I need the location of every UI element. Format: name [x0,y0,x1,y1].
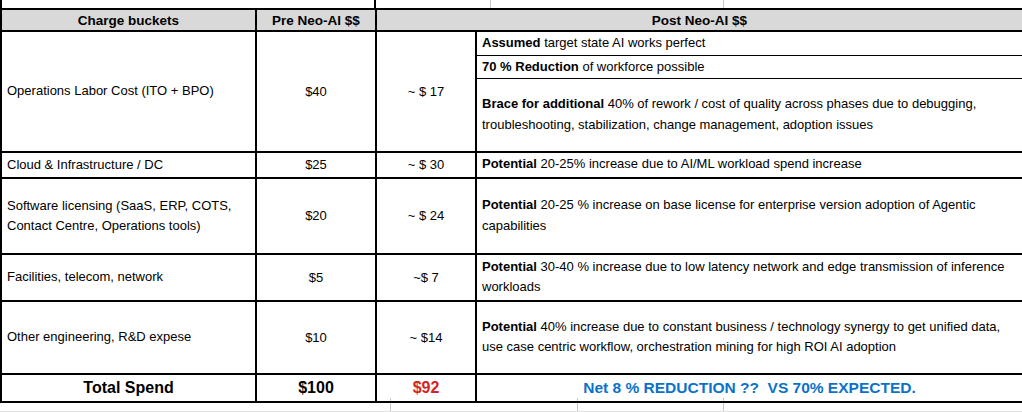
note-lead: Potential [482,197,537,212]
note-rest: target state AI works perfect [541,35,706,50]
cell-bucket-cloud-infra[interactable]: Cloud & Infrastructure / DC [1,152,256,178]
header-row: Charge buckets Pre Neo-AI $$ Post Neo-AI… [1,9,1022,31]
cell-note-software-licensing[interactable]: Potential 20-25 % increase on base licen… [476,178,1022,254]
note-rest: of workforce possible [579,59,705,74]
cell-post-software-licensing[interactable]: ~ $ 24 [376,178,476,254]
cell-post-facilities[interactable]: ~$ 7 [376,254,476,301]
gridline-fragment [0,0,2,8]
cell-note-cloud-infra[interactable]: Potential 20-25% increase due to AI/ML w… [476,152,1022,178]
table-row: Facilities, telecom, network $5 ~$ 7 Pot… [1,254,1022,301]
cost-comparison-table: Charge buckets Pre Neo-AI $$ Post Neo-AI… [0,8,1022,403]
note-rest: 30-40 % increase due to low latency netw… [482,259,1004,295]
cell-pre-software-licensing[interactable]: $20 [256,178,376,254]
cell-note-assumed-perfect[interactable]: Assumed target state AI works perfect [476,31,1022,55]
cell-pre-operations-labor[interactable]: $40 [256,31,376,152]
table-row: Operations Labor Cost (ITO + BPO) $40 ~ … [1,31,1022,55]
table-row: Other engineering, R&D expese $10 ~ $14 … [1,301,1022,374]
cell-bucket-operations-labor[interactable]: Operations Labor Cost (ITO + BPO) [1,31,256,152]
cell-bucket-other-engineering[interactable]: Other engineering, R&D expese [1,301,256,374]
cell-pre-facilities[interactable]: $5 [256,254,376,301]
gridline-fragment [374,0,376,8]
header-pre-neo-ai[interactable]: Pre Neo-AI $$ [256,9,376,31]
gridline-fragment [490,0,491,8]
table-row: Cloud & Infrastructure / DC $25 ~ $ 30 P… [1,152,1022,178]
cell-note-workforce-reduction[interactable]: 70 % Reduction of workforce possible [476,55,1022,79]
note-lead: Potential [482,156,537,171]
note-lead: 70 % Reduction [482,59,579,74]
cell-total-net-note[interactable]: Net 8 % REDUCTION ?? VS 70% EXPECTED. [476,374,1022,402]
cell-note-brace-rework[interactable]: Brace for additional 40% of rework / cos… [476,79,1022,152]
cell-bucket-software-licensing[interactable]: Software licensing (SaaS, ERP, COTS, Con… [1,178,256,254]
header-post-neo-ai[interactable]: Post Neo-AI $$ [376,9,1022,31]
cell-total-label[interactable]: Total Spend [1,374,256,402]
cell-total-pre[interactable]: $100 [256,374,376,402]
table-row: Software licensing (SaaS, ERP, COTS, Con… [1,178,1022,254]
gridline-fragment [723,0,724,8]
cell-note-facilities[interactable]: Potential 30-40 % increase due to low la… [476,254,1022,301]
note-lead: Assumed [482,35,541,50]
cell-pre-other-engineering[interactable]: $10 [256,301,376,374]
note-rest: 20-25% increase due to AI/ML workload sp… [537,156,862,171]
spreadsheet-canvas: Charge buckets Pre Neo-AI $$ Post Neo-AI… [0,0,1022,412]
cell-post-operations-labor[interactable]: ~ $ 17 [376,31,476,152]
cell-total-post[interactable]: $92 [376,374,476,402]
cell-post-cloud-infra[interactable]: ~ $ 30 [376,152,476,178]
cell-pre-cloud-infra[interactable]: $25 [256,152,376,178]
note-lead: Potential [482,259,537,274]
note-lead: Potential [482,319,537,334]
cell-post-other-engineering[interactable]: ~ $14 [376,301,476,374]
note-rest: 20-25 % increase on base license for ent… [482,197,976,233]
note-rest: 40% increase due to constant business / … [482,319,1000,355]
header-charge-buckets[interactable]: Charge buckets [1,9,256,31]
total-row: Total Spend $100 $92 Net 8 % REDUCTION ?… [1,374,1022,402]
cell-note-other-engineering[interactable]: Potential 40% increase due to constant b… [476,301,1022,374]
note-lead: Brace for additional [482,96,604,111]
cell-bucket-facilities[interactable]: Facilities, telecom, network [1,254,256,301]
